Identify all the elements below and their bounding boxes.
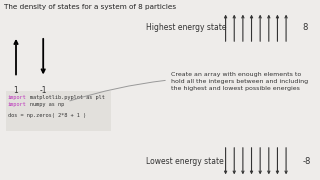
Text: dos = np.zeros( 2*8 + 1 ): dos = np.zeros( 2*8 + 1 ): [8, 112, 86, 118]
Text: The density of states for a system of 8 particles: The density of states for a system of 8 …: [4, 4, 176, 10]
Text: import: import: [8, 102, 27, 107]
Text: -1: -1: [39, 86, 47, 95]
Text: Lowest energy state: Lowest energy state: [146, 157, 223, 166]
Text: import: import: [8, 94, 27, 100]
Text: 1: 1: [13, 86, 18, 95]
Text: 8: 8: [302, 23, 308, 32]
Text: Highest energy state: Highest energy state: [146, 23, 226, 32]
Text: -8: -8: [302, 157, 311, 166]
Text: Create an array with enough elements to
hold all the integers between and includ: Create an array with enough elements to …: [171, 72, 308, 91]
FancyBboxPatch shape: [6, 91, 111, 131]
Text: matplotlib.pyplot as plt: matplotlib.pyplot as plt: [8, 94, 105, 100]
Text: numpy as np: numpy as np: [8, 102, 64, 107]
